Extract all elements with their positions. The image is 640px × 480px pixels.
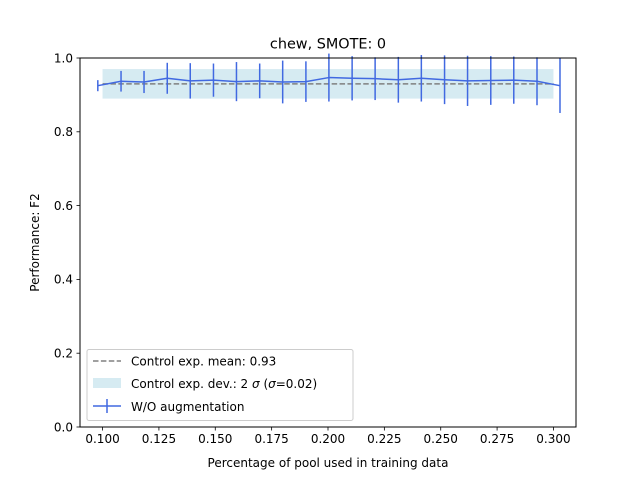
legend-mean-label: Control exp. mean: 0.93 — [131, 355, 276, 369]
y-tick-label: 0.6 — [54, 199, 73, 213]
series-line — [97, 76, 561, 87]
chart-title: chew, SMOTE: 0 — [270, 37, 386, 53]
x-tick-label: 0.175 — [254, 432, 288, 446]
x-tick-label: 0.225 — [367, 432, 401, 446]
x-tick-label: 0.200 — [311, 432, 345, 446]
legend-box — [86, 349, 354, 421]
legend: Control exp. mean: 0.93 Control exp. dev… — [86, 349, 354, 421]
y-tick-label: 0.4 — [54, 273, 73, 287]
x-axis-label: Percentage of pool used in training data — [208, 456, 449, 470]
y-tick-label: 1.0 — [54, 51, 73, 65]
plot-area — [97, 53, 561, 113]
x-tick-label: 0.300 — [536, 432, 570, 446]
legend-band-label-mid: ( — [260, 377, 269, 391]
legend-band-label-prefix: Control exp. dev.: 2 — [131, 377, 252, 391]
legend-band-label-sigma-inner: σ — [268, 377, 276, 391]
y-tick-label: 0.0 — [54, 420, 73, 434]
legend-band-swatch — [93, 378, 121, 388]
legend-band-label-sigma: σ — [252, 377, 260, 391]
x-tick-label: 0.275 — [480, 432, 514, 446]
x-tick-label: 0.250 — [424, 432, 458, 446]
legend-series-label: W/O augmentation — [131, 400, 244, 414]
x-tick-label: 0.100 — [85, 432, 119, 446]
legend-band-label-suffix: =0.02) — [276, 377, 317, 391]
y-axis-label: Performance: F2 — [28, 193, 42, 291]
y-tick-label: 0.2 — [54, 347, 73, 361]
x-tick-label: 0.125 — [142, 432, 176, 446]
legend-band-label: Control exp. dev.: 2 σ (σ=0.02) — [131, 377, 317, 391]
x-axis: 0.100 0.125 0.150 0.175 0.200 0.225 0.250 0.275… — [85, 427, 571, 446]
y-tick-label: 0.8 — [54, 125, 73, 139]
y-axis: 0.0 0.2 0.4 0.6 0.8 1.0 — [54, 51, 80, 434]
x-tick-label: 0.150 — [198, 432, 232, 446]
